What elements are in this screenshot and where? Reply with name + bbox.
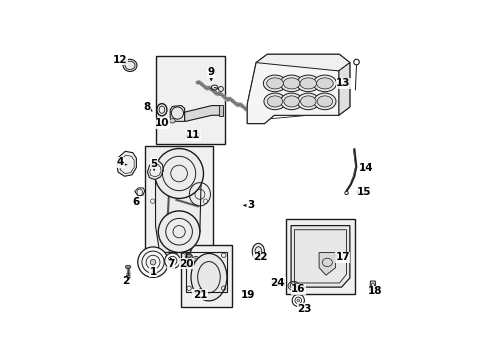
Circle shape — [150, 260, 156, 265]
Circle shape — [138, 247, 168, 278]
Polygon shape — [117, 151, 136, 176]
Ellipse shape — [296, 75, 319, 92]
Text: 3: 3 — [247, 201, 254, 210]
Text: 23: 23 — [297, 304, 311, 314]
Ellipse shape — [252, 243, 264, 260]
Text: 18: 18 — [367, 286, 381, 296]
Circle shape — [170, 259, 174, 262]
Text: 19: 19 — [241, 290, 255, 300]
Polygon shape — [135, 188, 144, 196]
Ellipse shape — [313, 93, 335, 110]
Text: 12: 12 — [113, 55, 127, 65]
Polygon shape — [184, 105, 220, 121]
Text: 11: 11 — [185, 130, 200, 140]
Ellipse shape — [154, 149, 203, 198]
Bar — [181, 245, 232, 307]
Ellipse shape — [123, 59, 137, 72]
Ellipse shape — [296, 299, 299, 302]
Ellipse shape — [266, 78, 283, 89]
Text: 14: 14 — [358, 163, 373, 174]
Text: 20: 20 — [179, 258, 193, 269]
Polygon shape — [155, 174, 201, 252]
Ellipse shape — [267, 96, 282, 107]
Ellipse shape — [316, 78, 332, 89]
Polygon shape — [170, 105, 184, 121]
Polygon shape — [247, 54, 349, 123]
Ellipse shape — [263, 75, 286, 92]
Ellipse shape — [299, 78, 316, 89]
Text: 10: 10 — [155, 118, 169, 128]
Text: 2: 2 — [122, 276, 129, 286]
Text: 15: 15 — [356, 186, 370, 197]
Polygon shape — [290, 226, 349, 287]
Text: 5: 5 — [150, 159, 158, 169]
Bar — [144, 146, 213, 261]
Ellipse shape — [317, 96, 332, 107]
Text: 6: 6 — [132, 197, 139, 207]
Ellipse shape — [297, 93, 319, 110]
Polygon shape — [338, 63, 349, 115]
Ellipse shape — [283, 78, 299, 89]
Text: 24: 24 — [270, 278, 285, 288]
Ellipse shape — [300, 96, 315, 107]
Ellipse shape — [191, 253, 226, 301]
Bar — [285, 219, 354, 294]
Ellipse shape — [158, 211, 200, 252]
Polygon shape — [278, 279, 285, 286]
Bar — [156, 56, 224, 144]
Text: 13: 13 — [336, 78, 350, 89]
Text: 17: 17 — [335, 252, 349, 262]
Polygon shape — [369, 281, 375, 293]
Ellipse shape — [284, 96, 299, 107]
Circle shape — [164, 253, 180, 269]
Ellipse shape — [313, 75, 336, 92]
Ellipse shape — [218, 86, 223, 91]
Polygon shape — [247, 63, 338, 123]
Polygon shape — [147, 161, 163, 180]
Bar — [218, 105, 223, 116]
Text: 4: 4 — [117, 157, 124, 167]
Ellipse shape — [264, 93, 285, 110]
Text: 8: 8 — [143, 102, 150, 112]
Polygon shape — [319, 253, 335, 275]
Text: 16: 16 — [290, 284, 305, 294]
Text: 1: 1 — [149, 267, 156, 277]
Text: 21: 21 — [193, 290, 207, 300]
Text: 7: 7 — [167, 260, 174, 269]
Ellipse shape — [169, 118, 175, 123]
Text: 22: 22 — [253, 252, 267, 262]
Ellipse shape — [280, 93, 302, 110]
Polygon shape — [256, 54, 349, 71]
Ellipse shape — [189, 131, 199, 138]
Ellipse shape — [185, 255, 193, 260]
Text: 9: 9 — [207, 67, 214, 77]
Ellipse shape — [125, 265, 131, 269]
Ellipse shape — [280, 75, 303, 92]
